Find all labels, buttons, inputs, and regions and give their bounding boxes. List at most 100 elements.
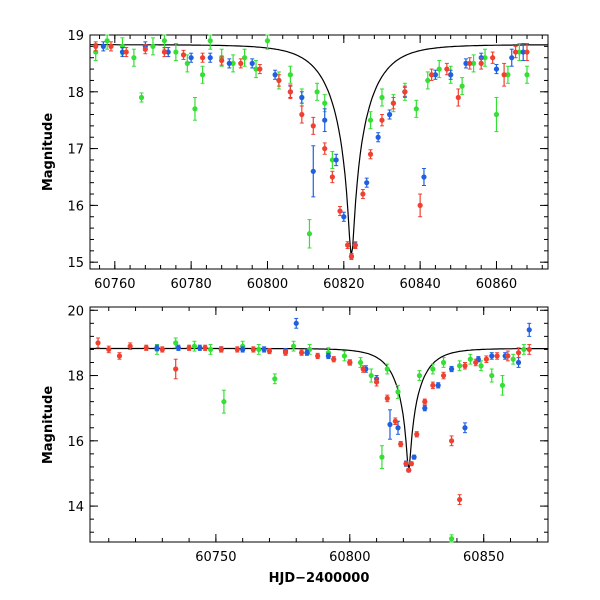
bottom-data-point — [473, 359, 479, 366]
bottom-data-point — [95, 340, 101, 346]
top-data-point — [104, 38, 110, 44]
bottom-data-point — [526, 346, 532, 353]
top-data-point — [207, 38, 213, 44]
top-data-point — [257, 66, 263, 72]
bottom-data-point — [505, 353, 511, 359]
bottom-data-point — [462, 425, 468, 431]
top-x-tick-label: 60760 — [94, 277, 135, 292]
top-data-point — [516, 49, 522, 55]
bottom-y-tick-label: 16 — [67, 435, 84, 450]
top-y-tick-label: 17 — [67, 143, 84, 158]
top-x-tick-label: 60840 — [399, 277, 440, 292]
bottom-model-curve-line — [90, 347, 548, 470]
bottom-y-tick-label: 20 — [67, 304, 84, 319]
top-y-tick-label: 18 — [67, 86, 84, 101]
top-data-point — [417, 202, 423, 208]
bottom-data-point — [293, 320, 299, 326]
top-x-tick-label: 60820 — [323, 277, 364, 292]
top-data-point — [161, 38, 168, 44]
bottom-data-point — [207, 346, 214, 353]
bottom-data-point — [106, 346, 112, 353]
bottom-data-point — [384, 366, 390, 372]
bottom-data-point — [261, 346, 267, 353]
bottom-data-point — [197, 345, 203, 351]
bottom-data-point — [341, 353, 348, 359]
top-data-point — [180, 52, 187, 58]
top-y-tick-label: 19 — [67, 29, 84, 44]
bottom-data-point — [347, 359, 353, 366]
top-data-point — [455, 94, 461, 101]
bottom-data-point — [430, 382, 436, 388]
bottom-data-point — [515, 350, 522, 356]
bottom-data-point — [440, 359, 447, 366]
top-data-point — [299, 111, 305, 118]
bottom-data-point — [515, 359, 522, 366]
bottom-data-point — [521, 346, 527, 353]
top-data-point — [390, 100, 397, 106]
bottom-data-point — [379, 454, 385, 460]
bottom-model-curve — [90, 347, 548, 470]
bottom-data-point — [298, 350, 305, 356]
bottom-data-point — [395, 389, 401, 395]
top-data-point — [512, 49, 519, 55]
bottom-data-point — [159, 346, 165, 353]
bottom-data-point — [494, 353, 500, 359]
top-y-tick-label: 16 — [67, 199, 84, 214]
top-data-point — [367, 151, 374, 157]
top-y-axis-label: Magnitude — [41, 113, 56, 192]
bottom-y-axis-label: Magnitude — [41, 386, 56, 465]
bottom-data-point — [186, 345, 192, 351]
top-data-point — [123, 49, 129, 55]
bottom-data-point — [499, 382, 506, 388]
top-data-point — [459, 83, 465, 89]
bottom-data-point — [116, 353, 123, 359]
top-data-point — [150, 43, 156, 49]
top-data-point — [131, 55, 137, 61]
bottom-y-tick-label: 14 — [67, 500, 84, 515]
bottom-data-point — [435, 382, 441, 388]
top-model-curve — [90, 44, 548, 256]
bottom-data-point — [360, 366, 366, 372]
top-data-point — [226, 60, 232, 66]
top-model-curve-line — [90, 44, 548, 256]
top-data-point — [387, 111, 393, 118]
top-data-points — [93, 34, 530, 260]
top-data-point — [478, 60, 484, 66]
bottom-data-point — [266, 348, 273, 354]
top-data-point — [463, 60, 469, 66]
bottom-data-point — [191, 343, 198, 349]
top-data-point — [276, 77, 282, 84]
top-data-point — [199, 55, 206, 61]
top-data-point — [322, 100, 328, 106]
top-x-tick-labels: 60760 60780 60800 60820 60840 60860 — [94, 277, 517, 292]
top-data-point — [310, 168, 316, 174]
bottom-data-point — [406, 467, 412, 473]
bottom-x-tick-label: 60750 — [195, 550, 236, 565]
top-data-point — [264, 38, 271, 44]
top-x-tick-label: 60800 — [247, 277, 288, 292]
top-data-point — [421, 174, 427, 180]
top-data-point — [493, 111, 500, 118]
top-data-point — [520, 49, 526, 55]
bottom-data-point — [483, 356, 489, 362]
top-data-point — [142, 46, 148, 52]
top-data-point — [402, 89, 408, 95]
top-data-point — [482, 55, 488, 61]
top-data-point — [161, 49, 168, 55]
top-data-point — [306, 231, 313, 237]
bottom-x-tick-labels: 60750 60800 60850 — [195, 550, 504, 565]
top-data-point — [375, 134, 381, 140]
bottom-data-point — [384, 395, 390, 401]
bottom-data-point — [154, 345, 160, 351]
bottom-x-axis-label: HJD−2400000 — [269, 571, 370, 586]
top-data-point — [322, 145, 328, 152]
bottom-data-point — [256, 346, 262, 353]
top-data-point — [348, 253, 355, 260]
top-data-point — [505, 72, 511, 78]
bottom-data-point — [234, 346, 240, 353]
bottom-data-point — [272, 376, 278, 382]
top-data-point — [444, 66, 450, 72]
top-y-tick-label: 15 — [67, 256, 84, 271]
bottom-data-point — [373, 379, 380, 385]
top-data-point — [329, 157, 335, 163]
